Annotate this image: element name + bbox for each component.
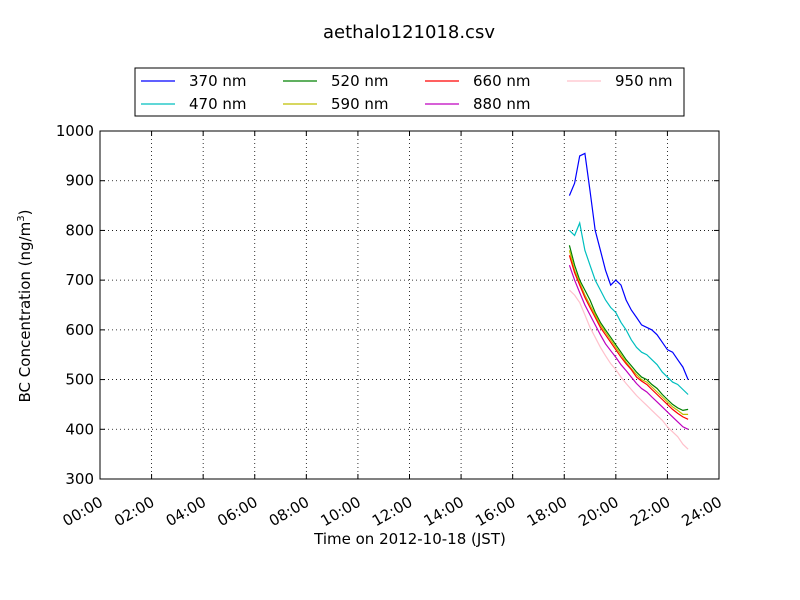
legend-entry: 880 nm — [425, 95, 531, 113]
legend-entry: 660 nm — [425, 72, 531, 90]
legend-entry: 370 nm — [141, 72, 247, 90]
y-tick-label: 700 — [65, 271, 94, 289]
chart-title: aethalo121018.csv — [323, 22, 495, 43]
legend: 370 nm 470 nm 520 nm 590 nm 660 nm 880 nm 950 … — [134, 67, 685, 117]
series-line-950-nm — [568, 289, 689, 450]
series-line-370-nm — [568, 152, 689, 380]
legend-box — [134, 67, 685, 117]
y-axis-label-tail: ) — [16, 210, 34, 216]
y-tick-label: 500 — [65, 371, 94, 389]
x-axis-label: Time on 2012-10-18 (JST) — [313, 530, 506, 548]
series-line-520-nm — [568, 245, 689, 412]
legend-label: 950 nm — [615, 72, 673, 90]
y-tick-label: 800 — [65, 221, 94, 239]
legend-entry: 590 nm — [283, 95, 389, 113]
ticks — [99, 130, 720, 480]
legend-entry: 520 nm — [283, 72, 389, 90]
y-tick-labels: 300 400 500 600 700 800 900 1000 — [56, 122, 94, 488]
legend-label: 660 nm — [473, 72, 531, 90]
y-tick-label: 600 — [65, 321, 94, 339]
legend-entry: 470 nm — [141, 95, 247, 113]
y-axis-label-superscript: 3 — [16, 215, 27, 221]
series-line-590-nm — [568, 250, 689, 415]
legend-label: 470 nm — [189, 95, 247, 113]
y-axis-label: BC Concentration (ng/m3) — [16, 210, 34, 403]
legend-label: 880 nm — [473, 95, 531, 113]
legend-entry: 950 nm — [567, 72, 673, 90]
legend-label: 370 nm — [189, 72, 247, 90]
y-tick-label: 900 — [65, 172, 94, 190]
y-tick-label: 1000 — [56, 122, 94, 140]
legend-label: 590 nm — [331, 95, 389, 113]
series-line-660-nm — [568, 255, 689, 420]
series-line-470-nm — [568, 220, 689, 395]
y-tick-label: 300 — [65, 470, 94, 488]
y-tick-label: 400 — [65, 420, 94, 438]
y-axis-label-main: BC Concentration (ng/m — [16, 222, 34, 403]
series-line-880-nm — [568, 265, 689, 430]
legend-label: 520 nm — [331, 72, 389, 90]
series-layer — [568, 152, 689, 450]
